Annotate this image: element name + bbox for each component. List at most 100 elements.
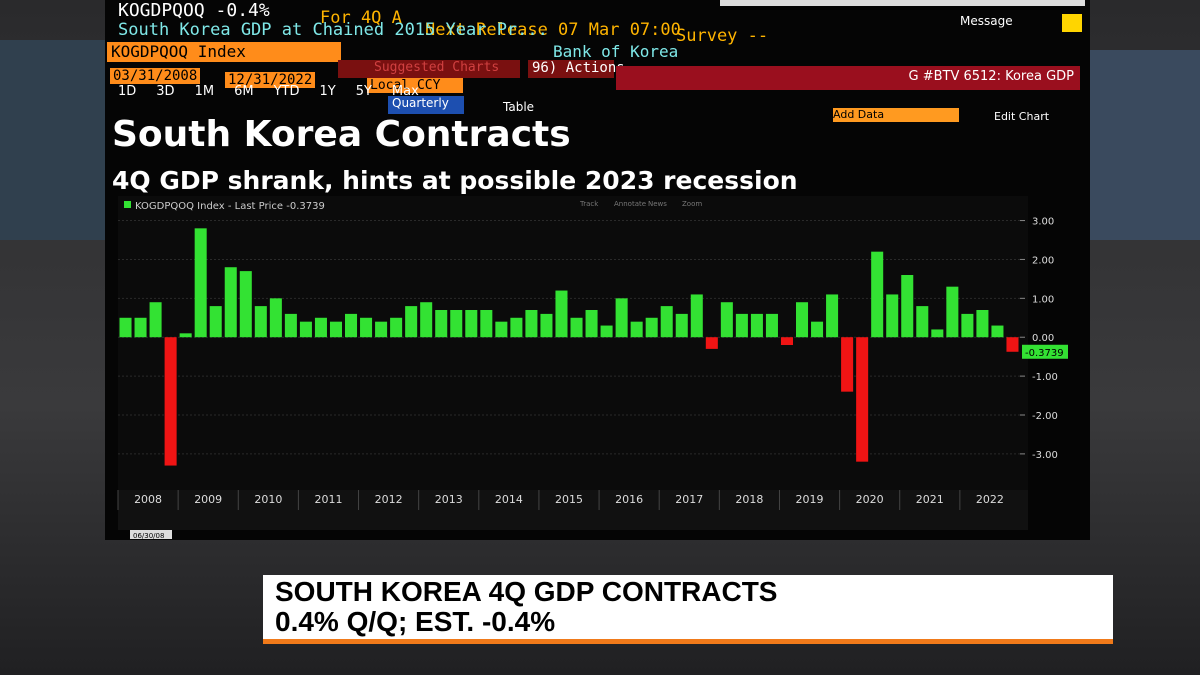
bar (420, 302, 433, 338)
banner-line: 0.4% Q/Q; EST. -0.4% (275, 606, 556, 637)
bar (465, 310, 478, 338)
bar (435, 310, 448, 338)
x-tick-label: 2016 (615, 493, 643, 506)
actions[interactable]: 96) Actions (528, 60, 625, 78)
x-tick-label: 2012 (375, 493, 403, 506)
bar (961, 313, 974, 338)
start-date[interactable]: 03/31/2008 (110, 68, 201, 84)
bar (660, 306, 673, 338)
bar (390, 317, 403, 338)
bar (916, 306, 929, 338)
bar (600, 325, 613, 338)
background-wall (1080, 50, 1200, 240)
bar (269, 298, 282, 338)
x-tick-label: 2014 (495, 493, 523, 506)
x-tick-label: 2009 (194, 493, 222, 506)
bar (164, 337, 177, 466)
x-tick-label: 2021 (916, 493, 944, 506)
bar (901, 275, 914, 338)
bar (946, 286, 959, 338)
bar (765, 313, 778, 338)
period-button[interactable]: 5Y (355, 84, 372, 99)
y-tick-label: -1.00 (1032, 372, 1058, 383)
bar (329, 321, 342, 338)
bar (976, 310, 989, 338)
period-button[interactable]: 3D (156, 84, 175, 99)
bar (450, 310, 463, 338)
security: KOGDPQOQ Index (107, 42, 341, 62)
bar (796, 302, 809, 338)
chart-title: South Korea Contracts (112, 114, 571, 155)
x-tick-label: 2008 (134, 493, 162, 506)
table-button[interactable]: Table (503, 100, 535, 114)
bar (615, 298, 628, 338)
y-tick-label: 0.00 (1032, 333, 1054, 344)
period-button[interactable]: Max (391, 84, 419, 99)
bar (375, 321, 388, 338)
legend: KOGDPQOQ Index - Last Price -0.3739 (135, 201, 325, 212)
bar (149, 302, 162, 338)
first-date-tag (130, 530, 172, 539)
period-button[interactable]: 6M (234, 84, 254, 99)
ticker: KOGDPQOQ -0.4% (118, 0, 270, 21)
chart-tool: Track (579, 200, 599, 208)
bar (179, 333, 192, 338)
bar (630, 321, 643, 338)
x-tick-label: 2011 (314, 493, 342, 506)
x-tick-label: 2015 (555, 493, 583, 506)
period-buttons: 1D 3D 1M 6M YTD 1Y 5Y Max (118, 84, 439, 99)
x-tick-label: 2022 (976, 493, 1004, 506)
currency[interactable]: Local CCY (367, 78, 463, 93)
plot-area (118, 196, 1028, 508)
x-axis (118, 490, 1028, 530)
bar (841, 337, 854, 392)
chart-subtitle: 4Q GDP shrank, hints at possible 2023 re… (112, 166, 798, 195)
bar (720, 302, 733, 338)
period-button[interactable]: YTD (273, 84, 300, 99)
x-tick-label: 2020 (856, 493, 884, 506)
period-button[interactable]: 1Y (319, 84, 336, 99)
next-release: Next Release 07 Mar 07:00 (425, 20, 681, 40)
suggested-charts[interactable]: Suggested Charts (338, 60, 520, 78)
x-tick-label: 2017 (675, 493, 703, 506)
bar (510, 317, 523, 338)
y-tick-label: -2.00 (1032, 411, 1058, 422)
bar (119, 317, 132, 338)
bar (480, 310, 493, 338)
help-button[interactable] (1062, 14, 1082, 32)
x-tick-label: 2013 (435, 493, 463, 506)
x-tick-label: 2018 (735, 493, 763, 506)
period-button[interactable]: 1M (194, 84, 215, 99)
bar (705, 337, 718, 349)
banner (263, 575, 1113, 644)
bar (525, 310, 538, 338)
chart-tool: Annotate (614, 200, 646, 208)
end-date[interactable]: 12/31/2022 (225, 72, 316, 88)
bar (1006, 337, 1019, 352)
chart-tool: Zoom (682, 200, 702, 208)
bar (780, 337, 793, 345)
bar (345, 313, 358, 338)
edit-chart[interactable]: Edit Chart (994, 110, 1050, 123)
bar (314, 317, 327, 338)
bar (570, 317, 583, 338)
bar (209, 306, 222, 338)
last-price-label: -0.3739 (1025, 348, 1064, 359)
chart-tool: News (648, 200, 667, 208)
bar (360, 317, 373, 338)
period-button[interactable]: 1D (118, 84, 137, 99)
bar (991, 325, 1004, 338)
bar (871, 251, 884, 338)
add-data[interactable]: Add Data (833, 108, 959, 122)
frequency[interactable]: Quarterly (388, 96, 464, 114)
bar (299, 321, 312, 338)
source: Bank of Korea (553, 42, 679, 61)
period: For 4Q A (320, 8, 402, 28)
function-bar: G #BTV 6512: Korea GDP (616, 66, 1080, 90)
message[interactable]: Message (960, 14, 1013, 28)
y-tick-label: -3.00 (1032, 450, 1058, 461)
bar (224, 267, 237, 338)
x-tick-label: 2019 (796, 493, 824, 506)
bar (555, 290, 568, 338)
